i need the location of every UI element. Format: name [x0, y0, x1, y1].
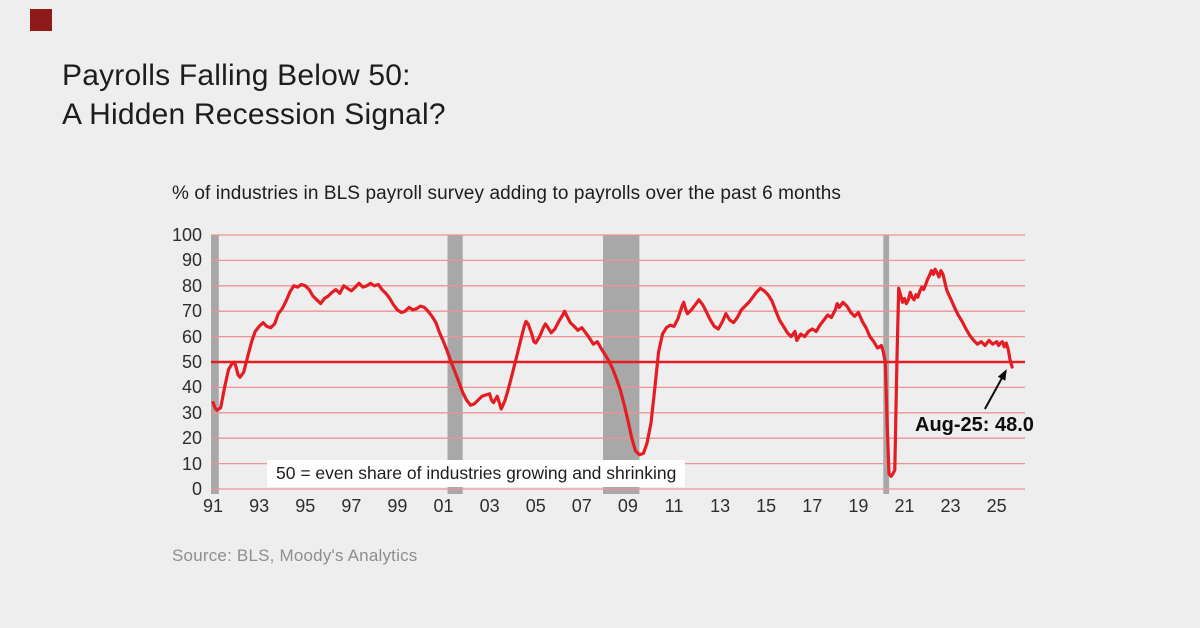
x-tick-label: 19 — [848, 496, 869, 516]
brand-mark — [30, 9, 52, 31]
y-tick-label: 90 — [181, 250, 202, 271]
source-note: Source: BLS, Moody's Analytics — [172, 546, 418, 565]
x-tick-label: 91 — [203, 496, 224, 516]
x-tick-label: 03 — [479, 496, 500, 516]
x-tick-label: 25 — [986, 496, 1007, 516]
x-tick-label: 11 — [664, 496, 684, 516]
x-tick-label: 07 — [571, 496, 592, 516]
y-tick-label: 30 — [181, 402, 202, 423]
annotation-arrowhead — [997, 369, 1007, 381]
y-tick-label: 100 — [171, 225, 202, 245]
x-tick-label: 01 — [433, 496, 454, 516]
page-title: Payrolls Falling Below 50: A Hidden Rece… — [62, 56, 446, 134]
y-tick-label: 50 — [181, 352, 202, 372]
y-tick-label: 0 — [191, 479, 202, 499]
title-line-2: A Hidden Recession Signal? — [62, 98, 446, 131]
x-tick-label: 15 — [756, 496, 777, 516]
x-tick-label: 17 — [802, 496, 823, 516]
refline-label: 50 = even share of industries growing an… — [267, 460, 686, 487]
x-tick-label: 05 — [525, 496, 546, 516]
y-tick-label: 60 — [181, 326, 202, 347]
x-tick-label: 13 — [710, 496, 731, 516]
x-tick-label: 23 — [940, 496, 961, 516]
x-tick-label: 97 — [341, 496, 362, 516]
y-tick-label: 70 — [181, 301, 202, 322]
recession-band — [211, 235, 219, 494]
chart-canvas — [211, 234, 1025, 494]
plot-area — [211, 234, 1025, 494]
title-line-1: Payrolls Falling Below 50: — [62, 59, 411, 92]
payrolls-diffusion-line — [211, 267, 1014, 478]
annotation-label: Aug-25: 48.0 — [915, 414, 1034, 436]
y-tick-label: 20 — [181, 428, 202, 449]
x-tick-label: 21 — [894, 496, 915, 516]
y-tick-label: 10 — [181, 453, 202, 474]
x-tick-label: 93 — [249, 496, 270, 516]
y-tick-label: 40 — [181, 377, 202, 398]
x-tick-label: 95 — [295, 496, 316, 516]
recession-band — [603, 235, 640, 494]
y-tick-label: 80 — [181, 275, 202, 296]
x-tick-label: 99 — [387, 496, 408, 516]
x-tick-label: 09 — [617, 496, 638, 516]
recession-band — [447, 235, 463, 494]
chart-subtitle: % of industries in BLS payroll survey ad… — [172, 183, 842, 204]
